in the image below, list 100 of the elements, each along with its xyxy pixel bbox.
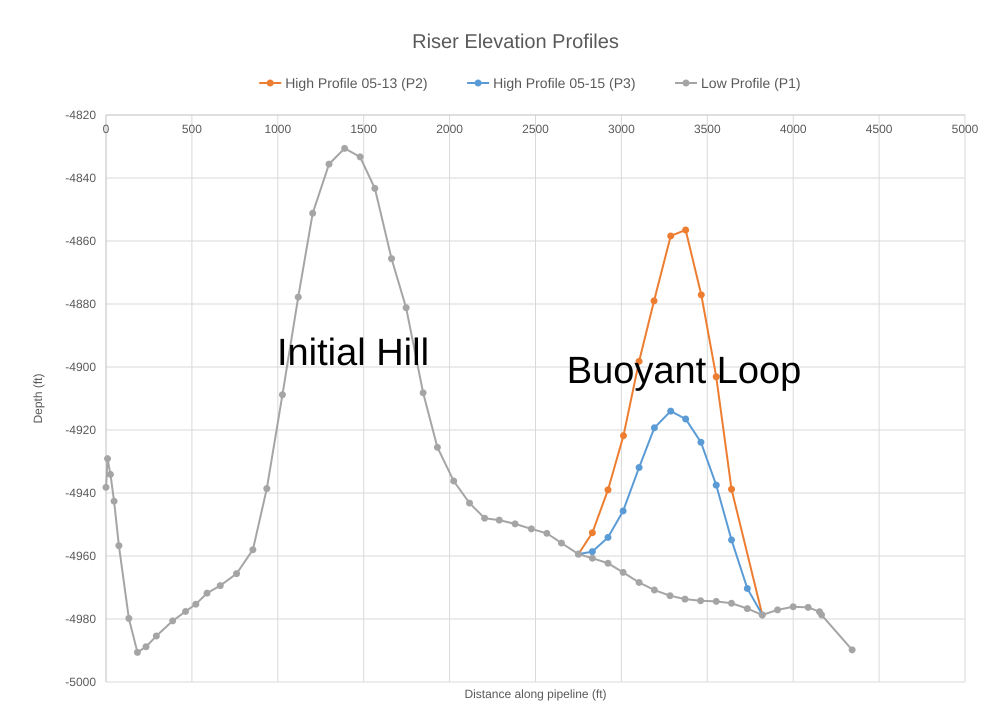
legend-label: High Profile 05-13 (P2) <box>285 75 428 91</box>
y-tick-label: -4820 <box>65 108 96 122</box>
point <box>512 520 519 528</box>
chart-title: Riser Elevation Profiles <box>412 31 619 53</box>
point <box>848 646 856 654</box>
point <box>650 424 658 432</box>
point <box>371 184 378 192</box>
y-tick-label: -4840 <box>65 171 96 185</box>
y-axis-title: Depth (ft) <box>31 373 45 424</box>
point <box>104 455 112 462</box>
point <box>790 603 797 610</box>
point <box>774 606 782 614</box>
point <box>744 605 751 612</box>
point <box>728 486 736 493</box>
legend-label: Low Profile (P1) <box>701 75 801 91</box>
point <box>106 470 114 478</box>
point <box>698 291 705 298</box>
annotation: Initial Hill <box>276 332 430 374</box>
point <box>667 408 674 415</box>
point <box>682 226 690 234</box>
point <box>192 600 200 608</box>
point <box>697 438 704 446</box>
point <box>134 648 141 656</box>
point <box>169 617 176 624</box>
point <box>388 255 396 262</box>
point <box>182 608 190 615</box>
point <box>588 529 596 536</box>
point <box>712 373 720 380</box>
point <box>356 153 364 160</box>
x-tick-label: 1000 <box>264 122 292 136</box>
point <box>588 554 596 562</box>
point <box>620 568 627 576</box>
point <box>728 600 736 607</box>
point <box>667 232 674 240</box>
x-tick-label: 2000 <box>436 122 464 136</box>
point <box>604 560 612 567</box>
point <box>604 486 612 494</box>
y-tick-label: -4980 <box>65 612 96 626</box>
point <box>481 514 488 522</box>
x-tick-label: 5000 <box>952 122 979 136</box>
point <box>528 525 535 532</box>
point <box>204 590 211 597</box>
point <box>466 500 474 507</box>
point <box>543 530 550 537</box>
point <box>341 144 348 152</box>
point <box>102 484 110 491</box>
point <box>818 611 826 618</box>
legend-label: High Profile 05-15 (P3) <box>493 75 636 91</box>
point <box>434 444 441 451</box>
point <box>558 540 565 547</box>
point <box>325 160 332 168</box>
point <box>636 578 643 586</box>
point <box>804 604 812 611</box>
x-axis-title: Distance along pipeline (ft) <box>464 687 607 701</box>
point <box>249 546 256 554</box>
point <box>152 632 160 640</box>
point <box>650 586 658 594</box>
point <box>604 534 612 541</box>
y-tick-label: -4920 <box>65 423 96 437</box>
point <box>697 597 704 604</box>
x-tick-label: 3000 <box>608 122 636 136</box>
y-tick-label: -4960 <box>65 549 96 563</box>
x-tick-label: 4500 <box>866 122 893 136</box>
point <box>278 391 286 398</box>
point <box>496 516 503 524</box>
point <box>420 389 427 396</box>
y-tick-label: -4900 <box>65 360 96 374</box>
x-tick-label: 3500 <box>694 122 721 136</box>
x-tick-label: 4000 <box>780 122 807 136</box>
point <box>294 294 302 301</box>
y-tick-label: -5000 <box>65 675 96 689</box>
x-tick-label: 1500 <box>350 122 378 136</box>
point <box>650 297 658 304</box>
point <box>712 598 720 605</box>
point <box>728 536 736 544</box>
point <box>309 210 316 217</box>
x-tick-label: 500 <box>182 122 202 136</box>
point <box>115 542 122 550</box>
y-tick-label: -4940 <box>65 486 96 500</box>
point <box>402 304 410 312</box>
point <box>666 592 674 600</box>
point <box>682 415 690 422</box>
point <box>263 485 270 492</box>
point <box>620 507 627 514</box>
point <box>588 548 596 556</box>
point <box>744 584 751 592</box>
y-tick-label: -4860 <box>65 234 96 248</box>
x-tick-label: 2500 <box>522 122 550 136</box>
point <box>233 570 240 578</box>
point <box>620 432 627 440</box>
point <box>712 482 720 489</box>
point <box>142 643 150 650</box>
x-tick-label: 0 <box>102 122 110 136</box>
y-tick-label: -4880 <box>65 297 96 311</box>
point <box>636 464 643 471</box>
point <box>681 596 688 603</box>
point <box>125 614 132 622</box>
point <box>450 478 458 485</box>
point <box>110 498 118 505</box>
point <box>216 582 224 590</box>
